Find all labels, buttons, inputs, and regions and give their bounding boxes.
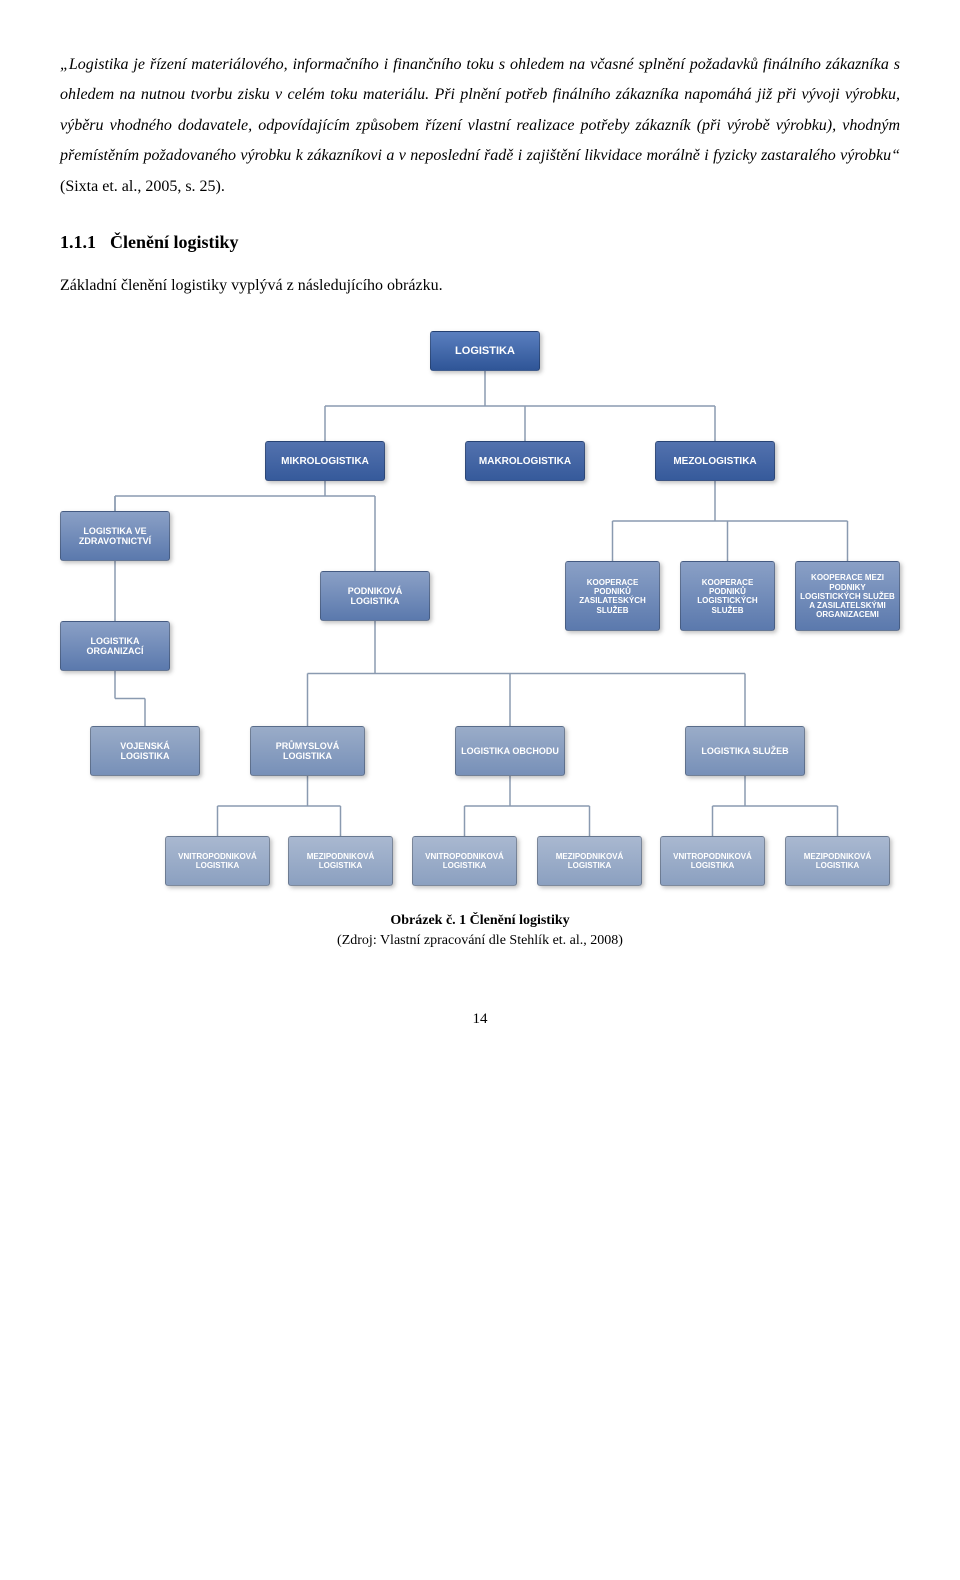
node-koop2: KOOPERACE PODNIKŮ LOGISTICKÝCH SLUŽEB	[680, 561, 775, 631]
caption-source: (Zdroj: Vlastní zpracování dle Stehlík e…	[337, 933, 623, 948]
heading-text: Členění logistiky	[110, 232, 239, 252]
figure-caption: Obrázek č. 1 Členění logistiky (Zdroj: V…	[60, 911, 900, 950]
node-voj: VOJENSKÁ LOGISTIKA	[90, 726, 200, 776]
node-label: LOGISTIKA SLUŽEB	[701, 746, 788, 756]
figure-logistics-tree: LOGISTIKA MIKROLOGISTIKA MAKROLOGISTIKA MEZ…	[60, 331, 900, 950]
node-koop1: KOOPERACE PODNIKŮ ZASILATESKÝCH SLUŽEB	[565, 561, 660, 631]
node-label: KOOPERACE PODNIKŮ ZASILATESKÝCH SLUŽEB	[570, 578, 655, 615]
node-zdrav: LOGISTIKA VE ZDRAVOTNICTVÍ	[60, 511, 170, 561]
node-label: VOJENSKÁ LOGISTIKA	[95, 741, 195, 762]
node-m2: MEZIPODNIKOVÁ LOGISTIKA	[537, 836, 642, 886]
node-label: KOOPERACE MEZI PODNIKY LOGISTICKÝCH SLUŽ…	[800, 573, 895, 619]
node-label: MEZIPODNIKOVÁ LOGISTIKA	[542, 852, 637, 870]
node-label: MEZOLOGISTIKA	[673, 456, 756, 468]
node-label: PRŮMYSLOVÁ LOGISTIKA	[255, 741, 360, 762]
node-podn: PODNIKOVÁ LOGISTIKA	[320, 571, 430, 621]
node-label: VNITROPODNIKOVÁ LOGISTIKA	[665, 852, 760, 870]
node-label: LOGISTIKA ORGANIZACÍ	[65, 636, 165, 657]
node-label: MEZIPODNIKOVÁ LOGISTIKA	[790, 852, 885, 870]
node-mikro: MIKROLOGISTIKA	[265, 441, 385, 481]
org-chart: LOGISTIKA MIKROLOGISTIKA MAKROLOGISTIKA MEZ…	[60, 331, 900, 891]
quote-citation: (Sixta et. al., 2005, s. 25).	[60, 178, 225, 195]
section-heading: 1.1.1 Členění logistiky	[60, 232, 900, 253]
node-label: VNITROPODNIKOVÁ LOGISTIKA	[417, 852, 512, 870]
node-label: LOGISTIKA VE ZDRAVOTNICTVÍ	[65, 526, 165, 547]
node-mezo: MEZOLOGISTIKA	[655, 441, 775, 481]
node-label: MAKROLOGISTIKA	[479, 456, 571, 468]
node-makro: MAKROLOGISTIKA	[465, 441, 585, 481]
node-label: PODNIKOVÁ LOGISTIKA	[325, 586, 425, 607]
node-label: KOOPERACE PODNIKŮ LOGISTICKÝCH SLUŽEB	[685, 578, 770, 615]
intro-paragraph: Základní členění logistiky vyplývá z nás…	[60, 271, 900, 301]
node-label: LOGISTIKA	[455, 345, 515, 358]
quote-text: „Logistika je řízení materiálového, info…	[60, 56, 900, 164]
node-sluz: LOGISTIKA SLUŽEB	[685, 726, 805, 776]
node-m1: MEZIPODNIKOVÁ LOGISTIKA	[288, 836, 393, 886]
node-label: LOGISTIKA OBCHODU	[461, 746, 559, 756]
node-v3: VNITROPODNIKOVÁ LOGISTIKA	[660, 836, 765, 886]
node-org: LOGISTIKA ORGANIZACÍ	[60, 621, 170, 671]
node-v2: VNITROPODNIKOVÁ LOGISTIKA	[412, 836, 517, 886]
node-m3: MEZIPODNIKOVÁ LOGISTIKA	[785, 836, 890, 886]
node-root: LOGISTIKA	[430, 331, 540, 371]
node-prum: PRŮMYSLOVÁ LOGISTIKA	[250, 726, 365, 776]
node-label: MIKROLOGISTIKA	[281, 456, 369, 468]
heading-number: 1.1.1	[60, 232, 96, 252]
caption-title: Obrázek č. 1 Členění logistiky	[390, 913, 569, 928]
node-koop3: KOOPERACE MEZI PODNIKY LOGISTICKÝCH SLUŽ…	[795, 561, 900, 631]
node-label: MEZIPODNIKOVÁ LOGISTIKA	[293, 852, 388, 870]
page-number: 14	[60, 1011, 900, 1028]
node-v1: VNITROPODNIKOVÁ LOGISTIKA	[165, 836, 270, 886]
node-label: VNITROPODNIKOVÁ LOGISTIKA	[170, 852, 265, 870]
node-obch: LOGISTIKA OBCHODU	[455, 726, 565, 776]
definition-quote: „Logistika je řízení materiálového, info…	[60, 50, 900, 202]
